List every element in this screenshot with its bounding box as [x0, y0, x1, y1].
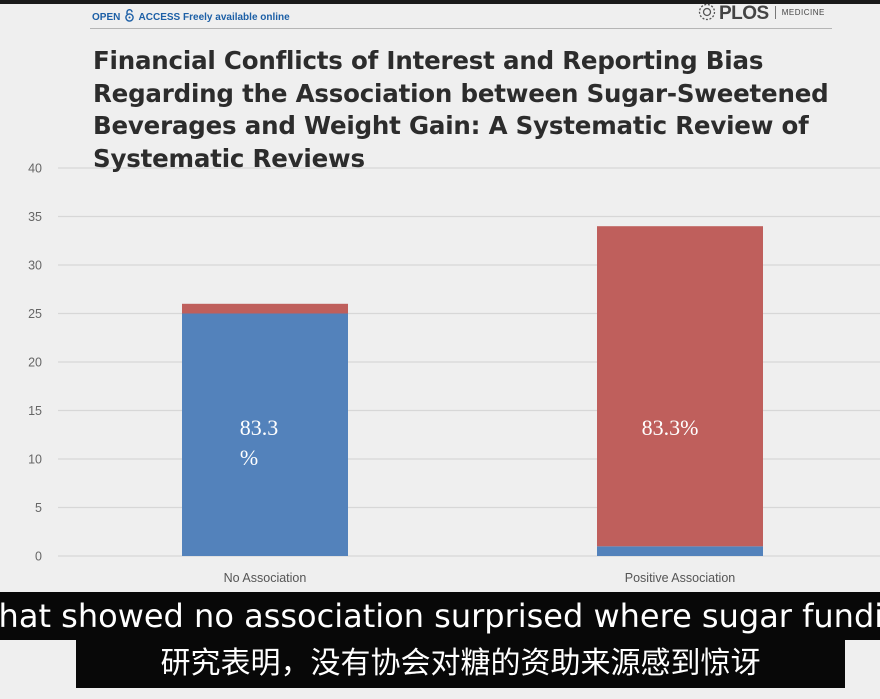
title-line: Systematic Reviews [93, 143, 365, 173]
access-label: ACCESS [138, 12, 181, 23]
open-access-badge: OPEN ACCESS Freely available online [92, 9, 290, 25]
bar-segment-red [597, 226, 763, 547]
paper-title: Financial Conflicts of Interest and Repo… [93, 45, 853, 175]
top-dark-bar [0, 0, 880, 4]
data-label-line: 83.3 [240, 415, 279, 440]
data-label-line: 83.3% [642, 415, 699, 440]
y-tick-label: 30 [28, 259, 42, 273]
data-label-line: % [240, 445, 258, 470]
y-tick-label: 35 [28, 210, 42, 224]
y-tick-label: 15 [28, 404, 42, 418]
open-access-lock-icon [125, 9, 134, 25]
english-subtitle: that showed no association surprised whe… [0, 597, 880, 635]
data-label: 83.3% [642, 415, 699, 440]
x-category-label: Positive Association [625, 571, 736, 585]
bar-segment-red [182, 303, 348, 314]
english-subtitle-bar: that showed no association surprised whe… [0, 592, 880, 640]
chinese-subtitle: 研究表明，没有协会对糖的资助来源感到惊讶 [160, 646, 761, 681]
title-line: Financial Conflicts of Interest and Repo… [93, 46, 764, 75]
y-tick-label: 10 [28, 453, 42, 467]
chinese-subtitle-bar [76, 640, 845, 688]
freely-available-label: Freely available online [183, 12, 290, 23]
y-tick-label: 5 [35, 501, 42, 515]
journal-name: PLOS [719, 3, 769, 24]
y-tick-label: 25 [28, 307, 42, 321]
y-tick-label: 0 [35, 550, 42, 564]
open-label: OPEN [92, 12, 121, 23]
plos-medicine-logo: PLOS MEDICINE [697, 2, 825, 27]
y-tick-label: 20 [28, 356, 42, 370]
header-divider [90, 28, 832, 29]
data-label: 83.3% [240, 415, 279, 470]
y-tick-label: 40 [28, 162, 42, 176]
x-category-label: No Association [224, 571, 307, 585]
journal-sub: MEDICINE [781, 8, 825, 17]
title-line: Beverages and Weight Gain: A Systematic … [93, 111, 809, 140]
title-line: Regarding the Association between Sugar-… [93, 78, 829, 108]
bar-segment-blue [182, 313, 348, 556]
plos-logo-icon [697, 2, 717, 27]
bar-segment-blue [597, 546, 763, 556]
